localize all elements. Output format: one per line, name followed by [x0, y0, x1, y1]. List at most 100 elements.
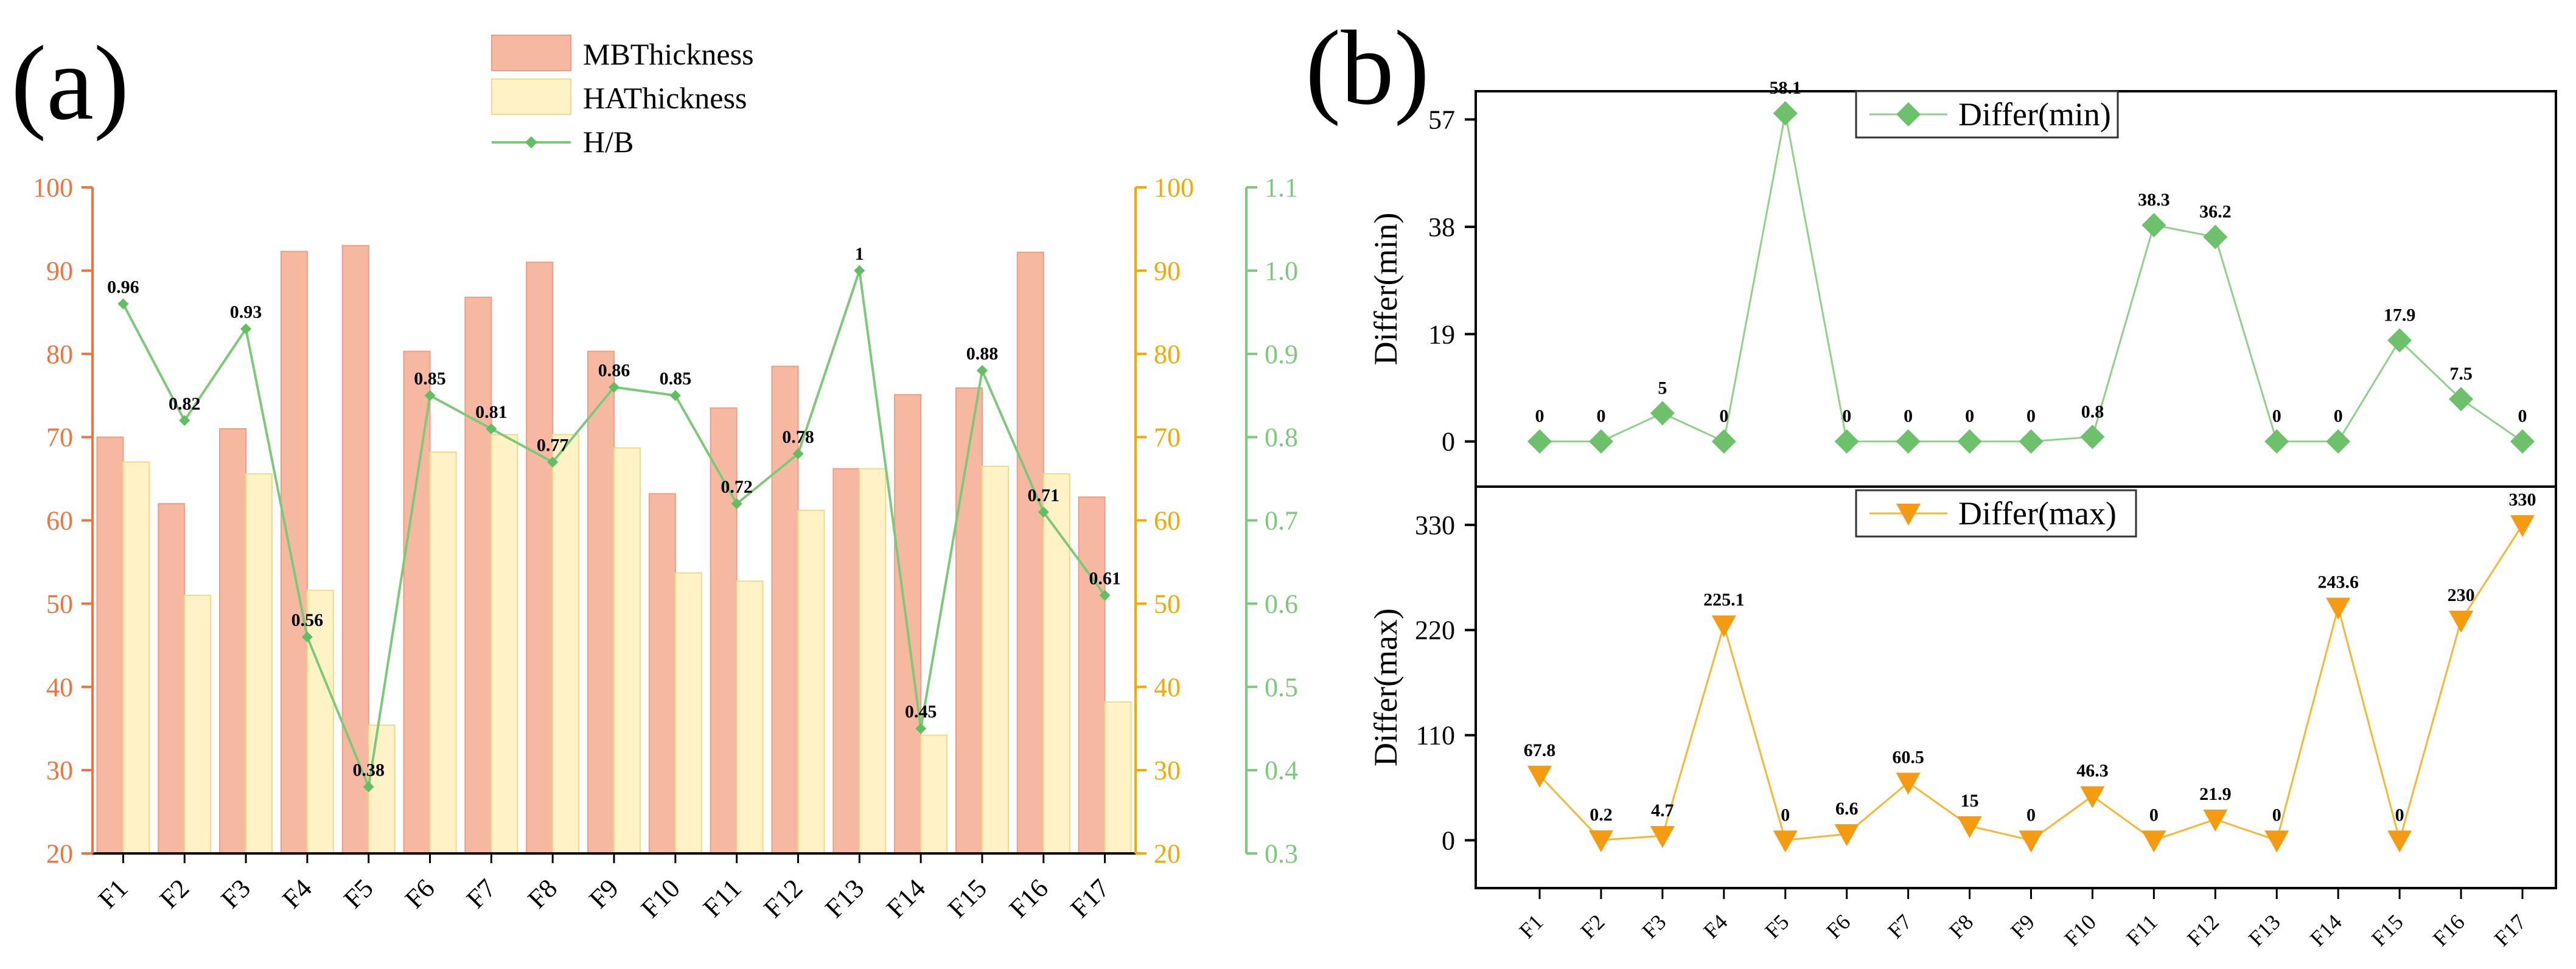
hb-point-f12: [792, 448, 804, 459]
b-bottom-data-label-f3: 4.7: [1651, 801, 1674, 821]
b-top-point-f5: [1773, 101, 1798, 126]
left-y-tick-label-30: 30: [46, 755, 73, 785]
bar-mbthickness-f3: [219, 428, 247, 854]
panel-a-axes: F1 F2 F3 F4 F5 F6 F7 F8 F9 F10 F11 F12 F13 F14 F15 F16 F…: [33, 173, 1298, 923]
b-bottom-y-tick-label-220: 220: [1415, 616, 1455, 645]
b-top-data-label-f14: 0: [2334, 406, 2343, 426]
b-top-data-label-f1: 0: [1535, 406, 1545, 426]
b-bottom-data-label-f11: 0: [2149, 805, 2159, 825]
b-bottom-point-f13: [2264, 830, 2289, 853]
hb-point-f17: [1099, 589, 1111, 601]
b-top-y-axis-label: Differ(min): [1367, 213, 1404, 366]
hb-point-f1: [117, 298, 129, 310]
b-bottom-data-label-f7: 60.5: [1892, 747, 1924, 767]
b-top-data-label-f7: 0: [1904, 406, 1913, 426]
hb-point-f7: [486, 423, 497, 434]
b-bottom-data-label-f9: 0: [2026, 805, 2036, 825]
legend-label-mbthickness: MBThickness: [583, 37, 754, 71]
b-bottom-point-f14: [2326, 597, 2351, 620]
bar-mbthickness-f4: [280, 251, 308, 854]
bar-hathickness-f16: [1042, 473, 1070, 854]
b-bottom-point-f10: [2080, 786, 2105, 808]
b-bottom-point-f1: [1527, 765, 1552, 788]
hb-data-label-f11: 0.72: [721, 477, 753, 497]
b-bottom-point-f9: [2019, 830, 2044, 853]
hb-data-label-f17: 0.61: [1089, 569, 1121, 589]
b-bottom-point-f5: [1773, 830, 1798, 853]
b-top-data-label-f10: 0.8: [2081, 401, 2104, 422]
b-top-data-label-f17: 0: [2518, 406, 2527, 426]
b-bottom-point-f15: [2387, 830, 2412, 853]
right-y-tick-label-0.5: 0.5: [1265, 672, 1298, 702]
hb-data-label-f3: 0.93: [230, 302, 262, 322]
b-bottom-y-tick-label-110: 110: [1416, 721, 1455, 751]
middle-y-tick-label-20: 20: [1154, 839, 1181, 869]
hb-data-label-f9: 0.86: [598, 361, 630, 381]
left-y-tick-label-80: 80: [46, 339, 73, 369]
bar-mbthickness-f8: [526, 262, 554, 854]
left-y-tick-label-20: 20: [46, 839, 73, 869]
bar-hathickness-f7: [490, 434, 518, 854]
b-top-point-f12: [2203, 224, 2228, 249]
panel-b-label: (b): [1305, 9, 1429, 127]
b-bottom-data-label-f12: 21.9: [2199, 784, 2232, 804]
b-top-y-tick-label-57: 57: [1428, 105, 1455, 134]
b-top-point-f17: [2510, 429, 2535, 454]
hb-point-f10: [669, 390, 681, 401]
hb-point-f11: [731, 498, 742, 510]
b-bottom-point-f17: [2510, 515, 2535, 537]
b-top-y-tick-label-38: 38: [1428, 212, 1455, 242]
b-top-point-f3: [1650, 401, 1675, 426]
hb-data-label-f6: 0.85: [414, 369, 446, 389]
b-bottom-data-label-f15: 0: [2395, 805, 2404, 825]
bar-hathickness-f3: [245, 473, 273, 854]
bar-mbthickness-f15: [955, 387, 983, 854]
b-bottom-point-f4: [1711, 615, 1736, 637]
bar-hathickness-f1: [122, 461, 150, 854]
bar-hathickness-f12: [797, 510, 825, 854]
hb-data-label-f14: 0.45: [905, 702, 937, 722]
bar-mbthickness-f17: [1078, 496, 1106, 854]
b-bottom-point-f6: [1834, 824, 1859, 847]
b-bottom-data-label-f17: 330: [2509, 490, 2536, 510]
legend-label-hb: H/B: [583, 125, 634, 159]
b-top-point-f4: [1711, 429, 1736, 454]
bar-hathickness-f15: [981, 465, 1009, 854]
hb-point-f5: [363, 781, 374, 793]
hb-data-label-f1: 0.96: [107, 277, 139, 297]
hb-data-label-f7: 0.81: [475, 402, 508, 422]
bar-mbthickness-f12: [771, 366, 799, 854]
middle-y-tick-label-80: 80: [1154, 339, 1181, 369]
hb-point-f4: [301, 631, 313, 643]
b-bottom-legend-label: Differ(max): [1958, 495, 2117, 532]
hb-point-f14: [915, 723, 927, 734]
b-top-point-f10: [2080, 425, 2105, 450]
bar-mbthickness-f16: [1016, 251, 1044, 854]
left-y-tick-label-90: 90: [46, 256, 73, 286]
bar-hathickness-f11: [736, 580, 764, 854]
left-y-tick-label-50: 50: [46, 589, 73, 619]
panel-a-bars: [96, 245, 1132, 855]
right-y-tick-label-0.7: 0.7: [1265, 506, 1298, 536]
b-top-data-label-f16: 7.5: [2449, 364, 2473, 384]
middle-y-tick-label-60: 60: [1154, 506, 1181, 536]
bar-hathickness-f4: [306, 589, 334, 854]
b-bottom-y-tick-label-0: 0: [1442, 825, 1455, 855]
b-top-point-f8: [1957, 429, 1982, 454]
b-top-point-f13: [2264, 429, 2289, 454]
middle-y-tick-label-100: 100: [1154, 173, 1194, 203]
b-bottom-point-f3: [1650, 826, 1675, 849]
right-y-tick-label-0.6: 0.6: [1265, 589, 1298, 619]
b-bottom-point-f8: [1957, 816, 1982, 838]
b-bottom-data-label-f10: 46.3: [2076, 761, 2109, 781]
middle-y-tick-label-40: 40: [1154, 672, 1181, 702]
b-top-legend-label: Differ(min): [1958, 96, 2111, 133]
b-top-data-label-f5: 58.1: [1770, 78, 1802, 98]
hb-point-f6: [424, 390, 436, 401]
b-top-point-f15: [2387, 328, 2412, 353]
middle-y-tick-label-50: 50: [1154, 589, 1181, 619]
bar-hathickness-f10: [674, 572, 702, 854]
left-y-tick-label-100: 100: [33, 173, 73, 203]
b-top-point-f2: [1588, 429, 1613, 454]
